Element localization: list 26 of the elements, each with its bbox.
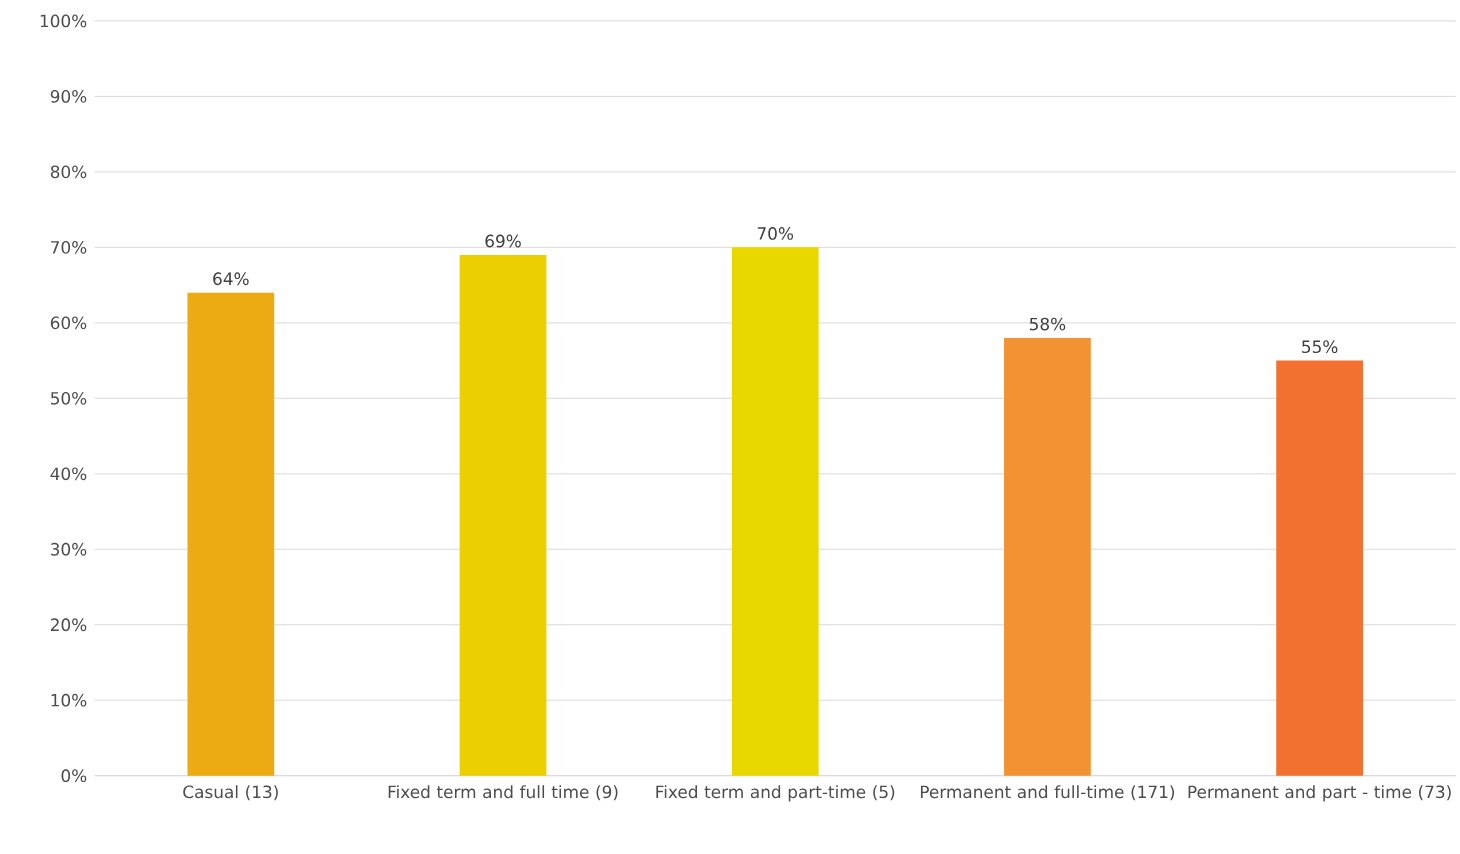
data-label: 70% — [757, 226, 794, 240]
bar — [187, 292, 275, 776]
x-tick-label: Permanent and part - time (73) — [1188, 784, 1451, 802]
x-tick-label: Casual (13) — [183, 784, 278, 801]
bar — [1276, 360, 1363, 776]
data-label: 55% — [1302, 340, 1338, 353]
y-tick-label: 10% — [51, 693, 87, 707]
bar — [731, 247, 819, 776]
y-tick-label: 30% — [50, 542, 87, 556]
x-tick-label: Permanent and full-time (171) — [920, 784, 1175, 801]
y-tick-label: 100% — [40, 14, 87, 28]
data-label: 58% — [1029, 317, 1066, 331]
x-tick-label: Fixed term and part-time (5) — [656, 784, 895, 802]
y-tick-label: 40% — [50, 467, 87, 480]
x-tick-label: Fixed term and full time (9) — [388, 784, 618, 801]
data-label: 69% — [485, 234, 521, 248]
y-tick-label: 70% — [51, 240, 87, 254]
y-tick-label: 20% — [50, 618, 87, 631]
y-tick-label: 50% — [51, 391, 87, 405]
y-tick-label: 90% — [50, 89, 87, 103]
y-tick-label: 60% — [50, 316, 87, 329]
data-label: 64% — [213, 272, 249, 285]
y-tick-label: 80% — [50, 165, 87, 179]
bar — [459, 254, 547, 776]
bar — [1004, 337, 1091, 776]
y-tick-label: 0% — [61, 769, 87, 782]
